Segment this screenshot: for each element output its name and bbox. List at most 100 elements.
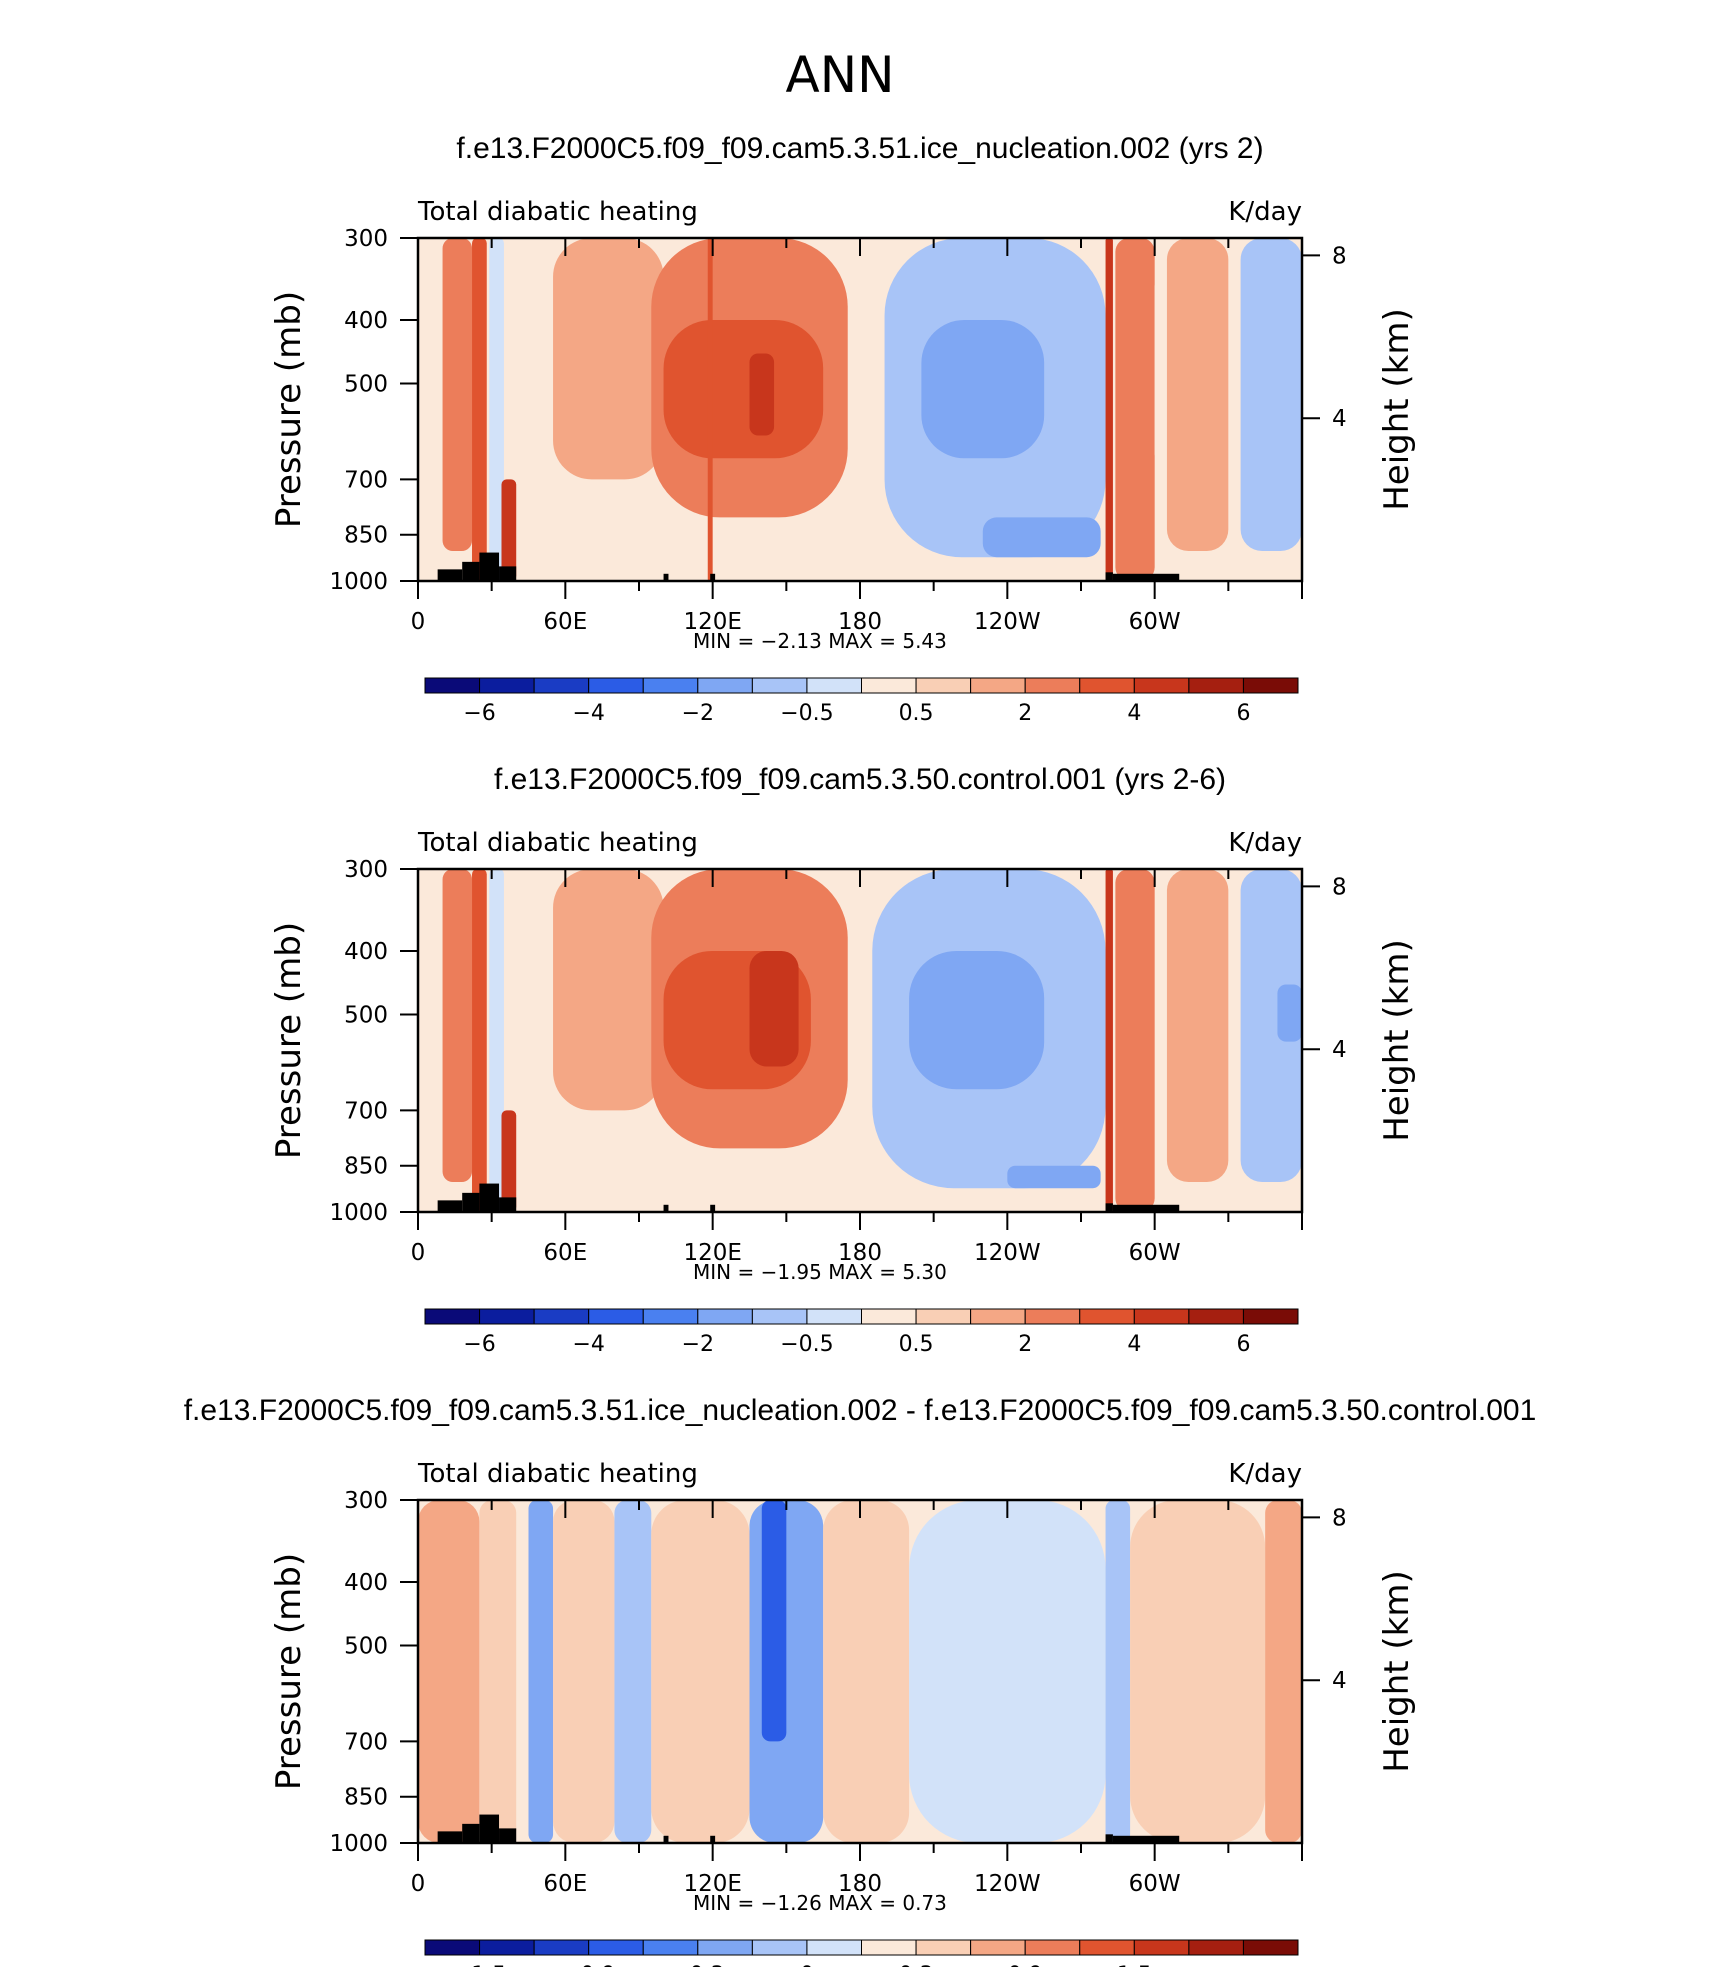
terrain-block <box>462 561 480 581</box>
colorbar-box <box>642 1939 699 1956</box>
colorbar-label: 2 <box>1018 701 1032 726</box>
colorbar-box <box>1188 1308 1244 1325</box>
x-tick-label: 60E <box>543 1240 587 1266</box>
variable-label: Total diabatic heating <box>417 828 698 858</box>
colorbar-box <box>915 677 972 694</box>
heatmap-region <box>749 353 775 436</box>
height-tick-label: 4 <box>1332 406 1347 432</box>
x-tick-label: 120E <box>683 609 741 635</box>
colorbar-label: 6 <box>1236 701 1250 726</box>
colorbar-box <box>1024 1308 1081 1325</box>
panel-2: f.e13.F2000C5.f09_f09.cam5.3.50.control.… <box>269 763 1417 1357</box>
terrain-block <box>499 566 517 581</box>
colorbar-label: −0.9 <box>562 1963 615 1967</box>
y-tick-label: 700 <box>344 467 388 493</box>
y-tick-label: 300 <box>344 226 388 252</box>
panel-title: f.e13.F2000C5.f09_f09.cam5.3.51.ice_nucl… <box>456 132 1263 165</box>
colorbar-label: 0.3 <box>899 1963 934 1967</box>
heatmap-region <box>501 1110 517 1212</box>
heatmap-region <box>1154 281 1167 459</box>
y-axis-label-right: Height (km) <box>1377 939 1417 1142</box>
colorbar-box <box>806 677 862 694</box>
heatmap-region <box>823 1500 910 1843</box>
colorbar-label: −0.5 <box>780 1332 833 1357</box>
heatmap-region <box>528 1500 554 1843</box>
colorbar-box <box>751 1308 808 1325</box>
panel-title: f.e13.F2000C5.f09_f09.cam5.3.50.control.… <box>494 763 1226 796</box>
x-tick-label: 120W <box>974 1240 1041 1266</box>
y-tick-label: 500 <box>344 1634 388 1660</box>
terrain-block <box>479 1814 500 1843</box>
colorbar-box <box>915 1308 972 1325</box>
colorbar-box <box>588 677 644 694</box>
colorbar-label: −1.5 <box>453 1963 506 1967</box>
colorbar-label: −2 <box>682 701 714 726</box>
colorbar-box <box>1079 1308 1135 1325</box>
height-tick-label: 4 <box>1332 1037 1347 1063</box>
heatmap-region <box>1115 869 1155 1212</box>
terrain-block <box>710 1835 716 1843</box>
x-tick-label: 180 <box>838 1240 882 1266</box>
colorbar-box <box>1242 1308 1299 1325</box>
heatmap-region <box>501 479 517 581</box>
colorbar-box <box>861 1939 917 1956</box>
colorbar-box <box>697 677 753 694</box>
colorbar-box <box>861 677 917 694</box>
x-tick-label: 120W <box>974 609 1041 635</box>
heatmap-region <box>1240 238 1302 551</box>
colorbar-label: 2 <box>1018 1332 1032 1357</box>
heatmap-region <box>1277 984 1302 1042</box>
colorbar-label: −0.5 <box>780 701 833 726</box>
min-max-stats: MIN = −2.13 MAX = 5.43 <box>693 629 947 653</box>
colorbar-label: −6 <box>463 1332 495 1357</box>
colorbar-label: 0.5 <box>899 701 934 726</box>
colorbar-box <box>424 677 481 694</box>
heatmap-region <box>1265 1500 1302 1843</box>
terrain-block <box>1112 573 1180 581</box>
terrain-block <box>479 1183 500 1212</box>
page-title: ANN <box>785 46 894 104</box>
heatmap-field <box>418 869 1302 1212</box>
colorbar-box <box>1079 677 1135 694</box>
heatmap-region <box>489 869 504 1212</box>
y-tick-label: 700 <box>344 1098 388 1124</box>
x-tick-label: 60E <box>543 1871 587 1897</box>
colorbar-box <box>642 677 699 694</box>
units-label: K/day <box>1228 828 1302 858</box>
colorbar-box <box>1024 677 1081 694</box>
colorbar-box <box>533 677 590 694</box>
colorbar-box <box>751 677 808 694</box>
heatmap-region <box>418 1500 480 1843</box>
terrain-block <box>437 569 463 581</box>
colorbar-box <box>642 1308 699 1325</box>
height-tick-label: 8 <box>1332 243 1347 269</box>
heatmap-field <box>418 238 1302 581</box>
terrain-block <box>437 1200 463 1212</box>
colorbar-box <box>1024 1939 1081 1956</box>
colorbar-box <box>1079 1939 1135 1956</box>
panels: f.e13.F2000C5.f09_f09.cam5.3.51.ice_nucl… <box>184 132 1537 1967</box>
y-tick-label: 500 <box>344 1003 388 1029</box>
terrain-block <box>710 1204 716 1212</box>
heatmap-region <box>749 950 799 1067</box>
heatmap-region <box>489 238 504 581</box>
terrain-block <box>1105 572 1113 581</box>
heatmap-region <box>1105 238 1113 581</box>
y-tick-label: 400 <box>344 308 388 334</box>
heatmap-region <box>1166 238 1229 551</box>
terrain-block <box>1112 1204 1180 1212</box>
panel-1: f.e13.F2000C5.f09_f09.cam5.3.51.ice_nucl… <box>269 132 1417 726</box>
colorbar-label: 0.9 <box>1008 1963 1043 1967</box>
terrain-block <box>499 1197 517 1212</box>
heatmap-region <box>1166 869 1229 1182</box>
colorbar-box <box>1133 677 1190 694</box>
x-tick-label: 60W <box>1129 609 1181 635</box>
colorbar-box <box>479 1939 535 1956</box>
height-tick-label: 8 <box>1332 874 1347 900</box>
y-tick-label: 300 <box>344 1488 388 1514</box>
terrain-block <box>1105 1203 1113 1212</box>
y-tick-label: 850 <box>344 1154 388 1180</box>
min-max-stats: MIN = −1.26 MAX = 0.73 <box>693 1891 947 1915</box>
colorbar-box <box>915 1939 972 1956</box>
